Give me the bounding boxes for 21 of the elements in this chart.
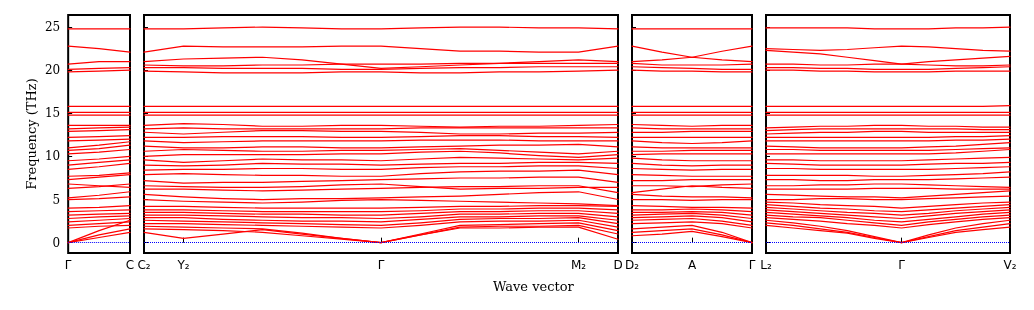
- y-tick-label: 25: [44, 20, 61, 35]
- x-axis-title: Wave vector: [493, 279, 575, 294]
- y-tick-label: 5: [52, 192, 61, 207]
- y-tick-label: 0: [52, 235, 61, 250]
- x-tick-label: C₂: [137, 258, 151, 272]
- x-tick-label: D₂: [624, 258, 640, 272]
- x-tick-label: C: [125, 258, 135, 272]
- x-tick-label: L₂: [760, 258, 772, 272]
- y-tick-label: 10: [44, 149, 61, 164]
- y-tick-label: 15: [44, 106, 61, 121]
- x-tick-label: M₂: [570, 258, 587, 272]
- x-tick-label: Γ: [898, 258, 906, 272]
- x-tick-label: Γ: [748, 258, 756, 272]
- x-tick-label: D: [613, 258, 623, 272]
- x-tick-label: Γ: [64, 258, 72, 272]
- x-tick-label: Γ: [377, 258, 385, 272]
- y-axis-title: Frequency (THz): [24, 78, 40, 190]
- x-tick-label: V₂: [1003, 258, 1017, 272]
- x-tick-label: A: [687, 258, 697, 272]
- x-tick-label: Y₂: [176, 258, 190, 272]
- y-tick-label: 20: [44, 63, 61, 78]
